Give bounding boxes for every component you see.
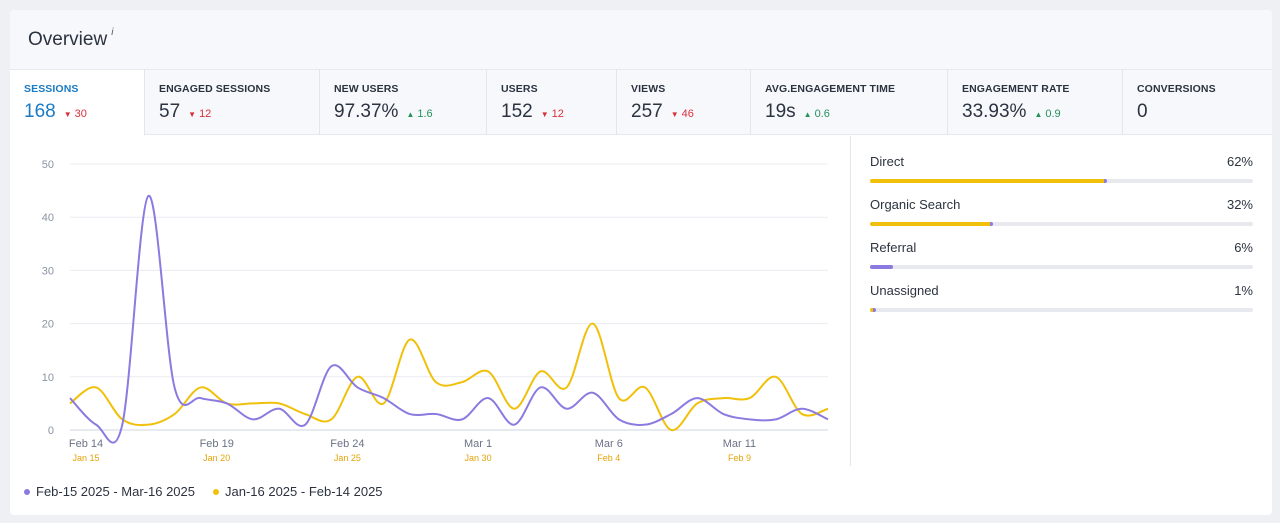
card-header: Overview i [10,10,1272,70]
x-tick-sublabel: Feb 4 [597,453,620,463]
source-bar-track [870,265,1253,269]
x-tick-label: Feb 19 [200,438,234,450]
sessions-line-chart: 0 10 20 30 40 50 Feb 14 Jan 15 Feb 19 Jan 20 Feb 2… [42,159,829,463]
metric-tab-engaged-sessions[interactable]: ENGAGED SESSIONS 57 ▼ 12 [145,70,320,135]
source-bar-fill [870,265,893,269]
arrow-down-icon: ▼ [188,110,197,119]
metric-label: NEW USERS [334,83,399,95]
metric-value: 257 [631,101,663,122]
metric-label: ENGAGED SESSIONS [159,83,271,95]
metric-label: CONVERSIONS [1137,83,1216,95]
metric-tab-engagement-rate[interactable]: ENGAGEMENT RATE 33.93% ▲ 0.9 [948,70,1123,135]
x-tick-label: Mar 1 [464,438,492,450]
overview-card: Overview i SESSIONS 168 ▼ 30 ENGAGED SESSI… [10,10,1272,515]
y-tick-label: 50 [42,159,54,171]
source-percent: 32% [1226,197,1253,212]
x-tick-sublabel: Feb 9 [728,453,751,463]
metrics-bar: SESSIONS 168 ▼ 30 ENGAGED SESSIONS 57 ▼ 12 N… [10,70,1272,136]
metric-tab-conversions[interactable]: CONVERSIONS 0 [1123,70,1272,135]
x-tick-sublabel: Jan 25 [334,453,361,463]
metric-tab-views[interactable]: VIEWS 257 ▼ 46 [617,70,751,135]
source-row-referral: Referral 6% [870,240,1253,283]
metric-delta: ▼ 12 [540,108,564,120]
source-name: Referral [870,240,917,255]
metric-label: USERS [501,83,538,95]
series-line-previous [69,322,829,432]
y-tick-label: 40 [42,212,54,224]
metric-tab-sessions[interactable]: SESSIONS 168 ▼ 30 [10,70,145,136]
metric-label: AVG.ENGAGEMENT TIME [765,83,896,95]
arrow-down-icon: ▼ [540,110,549,119]
metric-value: 57 [159,101,181,122]
x-tick-sublabel: Jan 30 [465,453,492,463]
chart-legend: Feb-15 2025 - Mar-16 2025 Jan-16 2025 - … [24,484,401,499]
legend-item-previous[interactable]: Jan-16 2025 - Feb-14 2025 [212,484,383,499]
legend-label: Jan-16 2025 - Feb-14 2025 [224,484,383,499]
metric-delta: ▲ 0.6 [803,108,830,120]
metric-delta: ▼ 30 [63,108,87,120]
source-row-unassigned: Unassigned 1% [870,283,1253,326]
source-percent: 6% [1234,240,1253,255]
x-tick-label: Feb 14 [69,438,103,450]
info-icon[interactable]: i [111,27,114,38]
source-name: Organic Search [870,197,961,212]
series-line-current [69,194,829,444]
metric-value: 19s [765,101,796,122]
metric-delta: ▼ 12 [188,108,212,120]
x-tick-sublabel: Jan 20 [203,453,230,463]
arrow-up-icon: ▲ [1034,110,1043,119]
source-percent: 62% [1226,154,1253,169]
metric-value: 0 [1137,101,1148,122]
x-tick-label: Mar 6 [595,438,623,450]
metric-value: 33.93% [962,101,1027,122]
source-bar-track [870,222,1253,226]
metric-label: VIEWS [631,83,666,95]
legend-item-current[interactable]: Feb-15 2025 - Mar-16 2025 [24,484,195,499]
x-tick-label: Feb 24 [330,438,364,450]
arrow-down-icon: ▼ [63,110,72,119]
source-bar-track [870,308,1253,312]
legend-dot-icon [24,488,30,495]
metric-delta: ▼ 46 [670,108,694,120]
metric-value: 97.37% [334,101,399,122]
source-bar-fill [870,308,876,312]
y-tick-label: 20 [42,319,54,331]
source-row-direct: Direct 62% [870,154,1253,197]
source-name: Unassigned [870,283,939,298]
arrow-up-icon: ▲ [803,110,812,119]
arrow-down-icon: ▼ [670,110,679,119]
source-percent: 1% [1234,283,1253,298]
panel-divider [850,136,851,466]
x-tick-sublabel: Jan 15 [72,453,99,463]
page-title: Overview [28,28,108,50]
x-tick-label: Mar 11 [723,438,756,450]
y-tick-label: 10 [42,372,54,384]
source-name: Direct [870,154,904,169]
source-bar-fill [870,222,993,226]
metric-delta: ▲ 1.6 [406,108,433,120]
source-bar-track [870,179,1253,183]
arrow-up-icon: ▲ [406,110,415,119]
y-tick-label: 30 [42,265,54,277]
metric-tab-new-users[interactable]: NEW USERS 97.37% ▲ 1.6 [320,70,487,135]
source-row-organic-search: Organic Search 32% [870,197,1253,240]
metric-delta: ▲ 0.9 [1034,108,1061,120]
metric-label: ENGAGEMENT RATE [962,83,1070,95]
source-bar-fill [870,179,1108,183]
y-tick-label: 0 [48,425,54,437]
metric-value: 168 [24,101,56,122]
metric-value: 152 [501,101,533,122]
legend-label: Feb-15 2025 - Mar-16 2025 [36,484,195,499]
metric-tab-users[interactable]: USERS 152 ▼ 12 [487,70,617,135]
legend-dot-icon [212,488,219,495]
traffic-sources-panel: Direct 62% Organic Search 32% Referral 6% U… [870,154,1253,326]
metric-tab-avg-engagement-time[interactable]: AVG.ENGAGEMENT TIME 19s ▲ 0.6 [751,70,948,135]
metric-label: SESSIONS [24,83,79,95]
